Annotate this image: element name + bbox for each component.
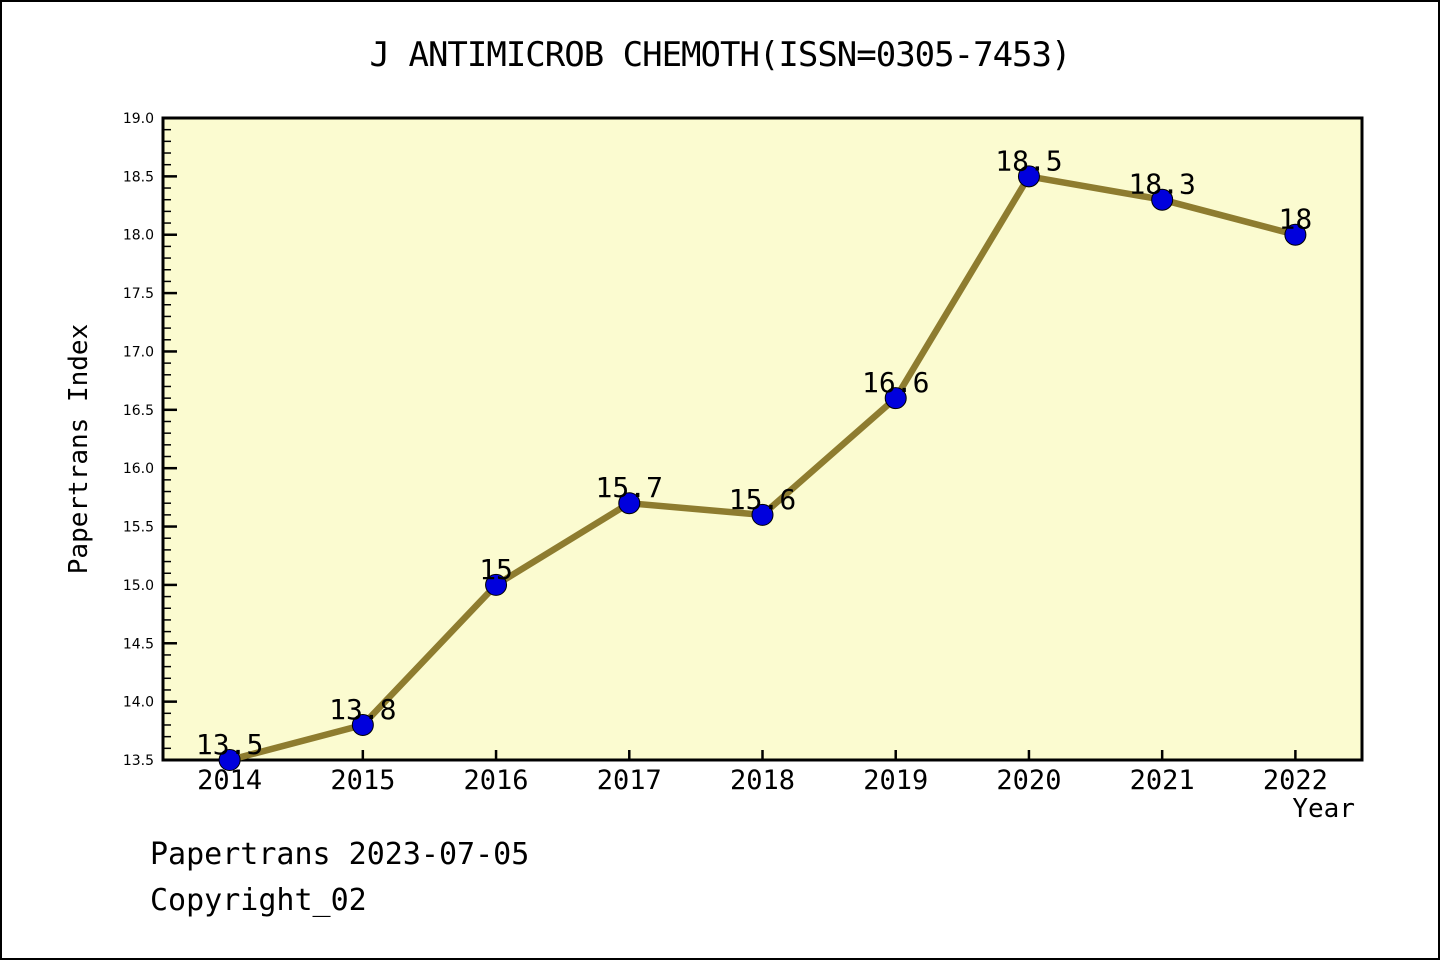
x-tick-label: 2021 [1130,765,1195,796]
y-tick-label: 19.0 [123,111,154,127]
y-tick-label: 15.5 [123,520,154,536]
data-point-label: 13.5 [196,728,263,761]
y-tick-label: 14.5 [123,636,154,652]
data-point [618,492,641,515]
x-tick-label: 2022 [1263,765,1328,796]
y-tick-label: 17.5 [123,286,154,302]
data-point [1151,188,1174,211]
x-tick-label: 2019 [863,765,928,796]
y-tick-label: 14.0 [123,695,154,711]
data-point-label: 16.6 [862,366,929,399]
y-tick-label: 17.0 [123,344,154,360]
data-point [884,387,907,410]
x-tick-label: 2015 [330,765,395,796]
data-point [485,573,508,596]
y-tick-label: 13.5 [123,753,154,769]
y-tick-label: 16.5 [123,403,154,419]
data-point-label: 15 [479,553,513,586]
data-point [751,503,774,526]
data-point-label: 18.3 [1128,168,1195,201]
x-tick-label: 2017 [597,765,662,796]
data-point-label: 13.8 [329,693,396,726]
data-point [1017,165,1040,188]
x-axis-label: Year [1292,794,1355,824]
y-tick-label: 18.0 [123,228,154,244]
y-tick-label: 16.0 [123,461,154,477]
y-tick-label: 18.5 [123,169,154,185]
y-tick-label: 15.0 [123,578,154,594]
x-tick-label: 2018 [730,765,795,796]
data-point-label: 15.6 [729,483,796,516]
chart-title: J ANTIMICROB CHEMOTH(ISSN=0305-7453) [369,35,1072,75]
data-point-label: 15.7 [596,471,663,504]
watermark-copyright: Copyright_02 [150,883,367,918]
data-point [1284,223,1307,246]
x-tick-label: 2020 [996,765,1061,796]
x-tick-label: 2016 [464,765,529,796]
data-point-label: 18.5 [995,144,1062,177]
y-axis-label: Papertrans Index [64,323,94,575]
plot-frame [161,116,1364,762]
data-point [218,749,241,771]
data-point [351,713,374,736]
plot-area [163,118,1362,760]
data-point-label: 18 [1279,203,1313,236]
watermark-source-date: Papertrans 2023-07-05 [150,837,530,872]
